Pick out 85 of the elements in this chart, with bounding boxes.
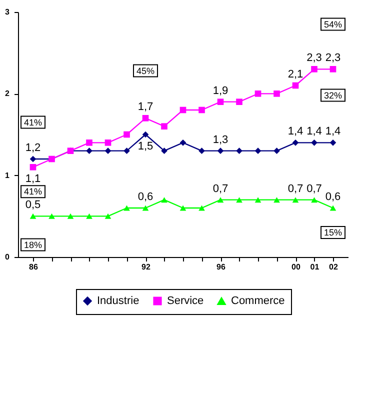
point bbox=[292, 197, 299, 203]
point bbox=[86, 140, 92, 146]
x-tick-label: 86 bbox=[29, 262, 38, 272]
point bbox=[161, 148, 168, 154]
x-tick-label: 02 bbox=[329, 262, 338, 272]
point bbox=[254, 197, 262, 203]
point bbox=[124, 205, 130, 211]
data-label: 1,5 bbox=[138, 140, 154, 152]
annotation: 32% bbox=[324, 90, 342, 100]
legend-label: Industrie bbox=[97, 294, 140, 307]
data-label: 1,4 bbox=[306, 126, 322, 138]
point bbox=[124, 148, 130, 154]
point bbox=[180, 106, 186, 114]
point bbox=[217, 197, 224, 203]
data-label: 2,3 bbox=[306, 52, 322, 64]
x-tick-label: 96 bbox=[216, 262, 226, 272]
legend-label: Commerce bbox=[231, 295, 285, 308]
point bbox=[48, 213, 55, 219]
point bbox=[161, 197, 168, 203]
point bbox=[142, 131, 149, 138]
y-tick-label: 3 bbox=[5, 8, 10, 16]
x-tick-label: 01 bbox=[310, 262, 320, 272]
x-tick-label: 92 bbox=[142, 262, 151, 272]
point bbox=[236, 98, 242, 105]
data-label: 1,9 bbox=[212, 84, 228, 97]
data-label: 1,3 bbox=[212, 134, 228, 146]
point bbox=[180, 205, 186, 211]
point bbox=[86, 148, 92, 154]
point bbox=[274, 197, 280, 203]
point bbox=[161, 123, 168, 130]
point bbox=[330, 205, 336, 211]
data-label: 1,4 bbox=[288, 126, 304, 138]
point bbox=[236, 197, 242, 203]
point bbox=[330, 66, 336, 72]
data-label: 2,3 bbox=[325, 52, 341, 64]
data-label: 0,5 bbox=[25, 199, 41, 212]
point bbox=[142, 205, 149, 211]
point bbox=[124, 131, 130, 138]
point bbox=[236, 148, 242, 154]
point bbox=[180, 140, 186, 146]
point bbox=[142, 115, 149, 122]
point bbox=[330, 140, 336, 146]
annotation: 41% bbox=[24, 186, 42, 197]
data-label: 0,6 bbox=[325, 191, 341, 203]
point bbox=[30, 156, 36, 162]
point bbox=[292, 140, 299, 146]
point bbox=[254, 90, 262, 97]
point bbox=[292, 82, 299, 89]
point bbox=[217, 98, 224, 105]
point bbox=[104, 140, 112, 146]
y-tick-label: 0 bbox=[5, 252, 10, 262]
x-tick-label: 00 bbox=[292, 262, 301, 272]
legend-label: Service bbox=[167, 294, 204, 307]
data-label: 0,7 bbox=[306, 182, 322, 195]
point bbox=[311, 140, 318, 146]
point bbox=[67, 213, 74, 219]
point bbox=[30, 164, 36, 170]
point bbox=[274, 148, 280, 154]
annotation: 18% bbox=[24, 240, 42, 250]
point bbox=[198, 205, 205, 211]
data-label: 2,1 bbox=[288, 68, 304, 80]
annotation: 45% bbox=[136, 66, 155, 76]
data-label: 1,7 bbox=[138, 101, 154, 114]
point bbox=[274, 90, 280, 97]
point bbox=[311, 197, 318, 203]
point bbox=[104, 148, 112, 154]
data-label: 0,6 bbox=[138, 191, 154, 203]
data-label: 1,2 bbox=[25, 142, 41, 154]
data-label: 0,7 bbox=[212, 182, 228, 195]
annotation: 54% bbox=[324, 19, 342, 30]
point bbox=[104, 213, 112, 219]
point bbox=[198, 106, 205, 114]
point bbox=[86, 213, 92, 219]
point bbox=[30, 213, 36, 219]
data-label: 1,4 bbox=[325, 126, 341, 138]
annotation: 41% bbox=[24, 117, 42, 128]
annotation: 15% bbox=[324, 228, 342, 238]
y-tick-label: 1 bbox=[5, 170, 10, 180]
point bbox=[311, 66, 318, 72]
y-tick-label: 2 bbox=[5, 89, 10, 98]
point bbox=[198, 148, 205, 154]
point bbox=[254, 148, 262, 154]
point bbox=[217, 148, 224, 154]
data-label: 1,1 bbox=[25, 173, 41, 186]
data-label: 0,7 bbox=[288, 182, 304, 195]
